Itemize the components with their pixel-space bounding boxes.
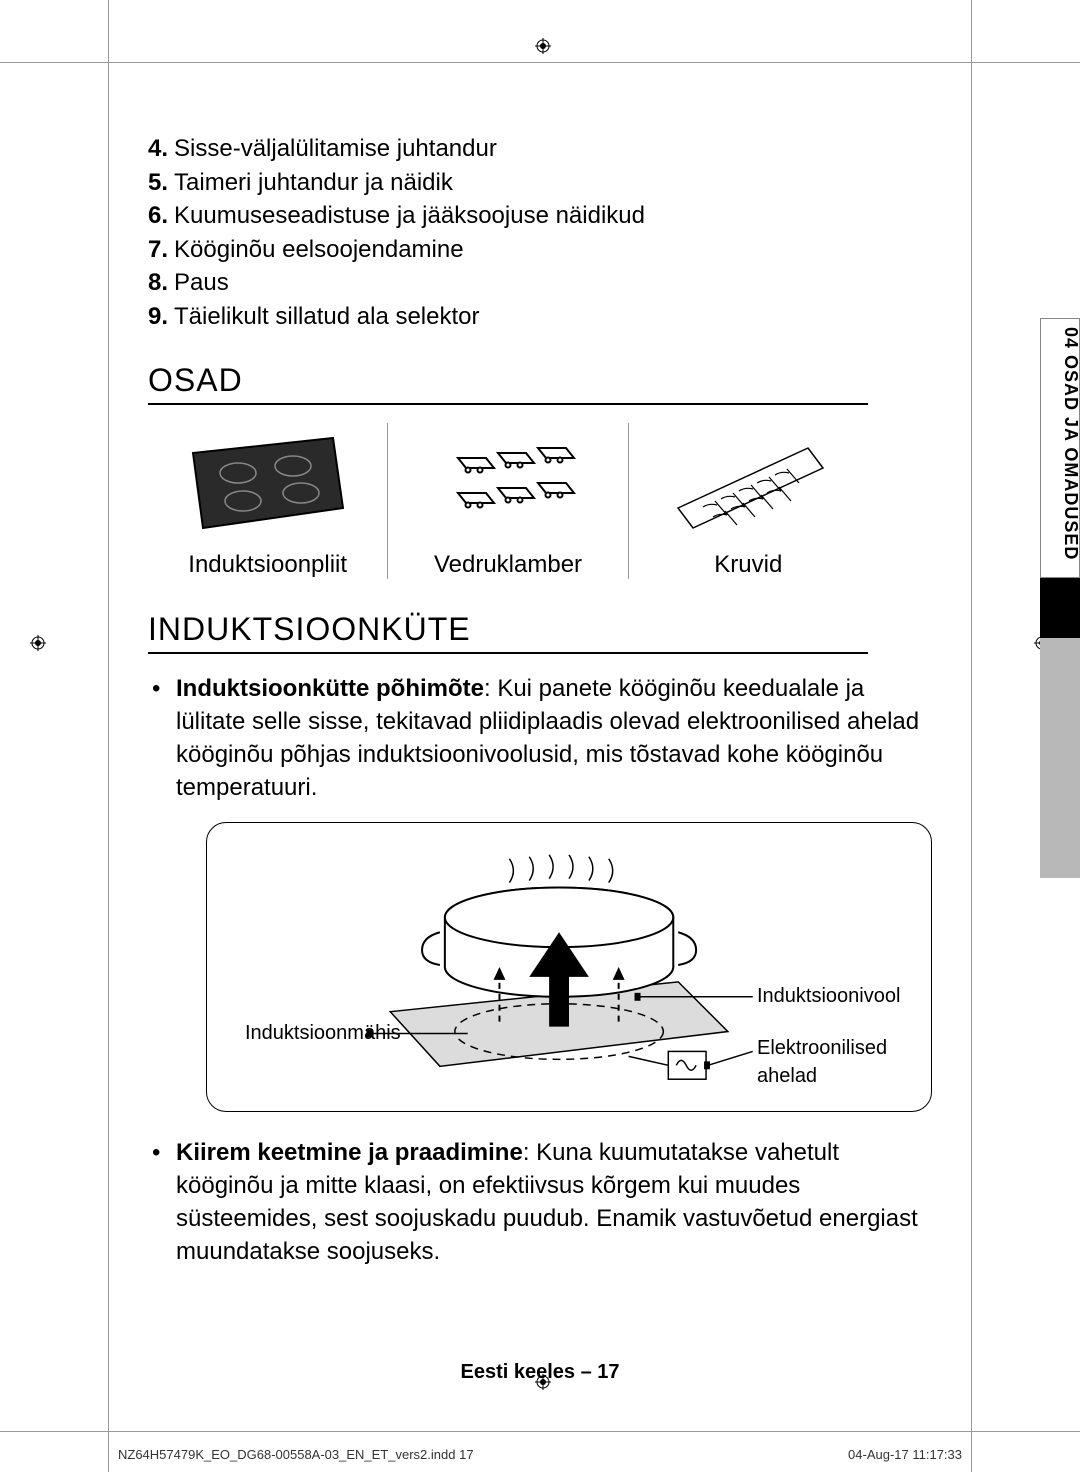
numbered-list: 4.Sisse-väljalülitamise juhtandur 5.Taim… bbox=[148, 132, 932, 334]
list-item: 9.Täielikult sillatud ala selektor bbox=[148, 300, 932, 334]
print-meta-file: NZ64H57479K_EO_DG68-00558A-03_EN_ET_vers… bbox=[118, 1447, 474, 1462]
bullet-list: Induktsioonkütte põhimõte: Kui panete kö… bbox=[148, 672, 932, 1269]
list-item: 6.Kuumuseseadistuse ja jääksoojuse näidi… bbox=[148, 199, 932, 233]
part-hob: Induktsioonpliit bbox=[148, 423, 387, 579]
page-content: 4.Sisse-väljalülitamise juhtandur 5.Taim… bbox=[108, 62, 972, 1432]
part-clamp: Vedruklamber bbox=[387, 423, 627, 579]
bullet-bold: Kiirem keetmine ja praadimine bbox=[176, 1139, 523, 1166]
list-text: Paus bbox=[174, 269, 229, 296]
part-label: Induktsioonpliit bbox=[156, 551, 379, 579]
parts-row: Induktsioonpliit Vedruklamber bbox=[148, 423, 868, 579]
list-text: Kööginõu eelsoojendamine bbox=[174, 236, 464, 263]
list-num: 5. bbox=[148, 169, 168, 196]
list-text: Täielikult sillatud ala selektor bbox=[174, 303, 479, 330]
list-num: 8. bbox=[148, 269, 168, 296]
bullet-bold: Induktsioonkütte põhimõte bbox=[176, 675, 484, 702]
list-item: 4.Sisse-väljalülitamise juhtandur bbox=[148, 132, 932, 166]
clamp-icon bbox=[396, 423, 619, 543]
part-screws: Kruvid bbox=[628, 423, 868, 579]
list-num: 4. bbox=[148, 135, 168, 162]
side-tab-bot bbox=[1040, 638, 1080, 878]
part-label: Kruvid bbox=[637, 551, 860, 579]
list-text: Taimeri juhtandur ja näidik bbox=[174, 169, 453, 196]
list-num: 7. bbox=[148, 236, 168, 263]
side-label: OSAD JA OMADUSED bbox=[1061, 349, 1080, 560]
side-tab: 04 OSAD JA OMADUSED bbox=[1040, 318, 1080, 878]
bullet-item: Induktsioonkütte põhimõte: Kui panete kö… bbox=[148, 672, 932, 1112]
list-num: 9. bbox=[148, 303, 168, 330]
registration-mark-top-icon bbox=[535, 38, 551, 54]
side-num: 04 bbox=[1061, 327, 1080, 349]
induction-diagram: Induktsioonmähis Induktsioonivool Elektr… bbox=[206, 822, 932, 1112]
side-tab-mid bbox=[1040, 578, 1080, 638]
side-tab-text: 04 OSAD JA OMADUSED bbox=[1041, 327, 1080, 560]
page-footer: Eesti keeles – 17 bbox=[108, 1361, 972, 1384]
list-item: 8.Paus bbox=[148, 266, 932, 300]
registration-mark-left-icon bbox=[30, 635, 46, 651]
section-induction-title: INDUKTSIOONKÜTE bbox=[148, 611, 868, 654]
list-num: 6. bbox=[148, 202, 168, 229]
list-text: Kuumuseseadistuse ja jääksoojuse näidiku… bbox=[174, 202, 645, 229]
hob-icon bbox=[156, 423, 379, 543]
diagram-label-coil: Induktsioonmähis bbox=[245, 1020, 401, 1048]
list-text: Sisse-väljalülitamise juhtandur bbox=[174, 135, 497, 162]
list-item: 7.Kööginõu eelsoojendamine bbox=[148, 233, 932, 267]
diagram-label-current: Induktsioonivool bbox=[757, 983, 900, 1011]
list-item: 5.Taimeri juhtandur ja näidik bbox=[148, 166, 932, 200]
section-osad-title: OSAD bbox=[148, 362, 868, 405]
part-label: Vedruklamber bbox=[396, 551, 619, 579]
side-tab-top: 04 OSAD JA OMADUSED bbox=[1040, 318, 1080, 578]
diagram-label-circuits: Elektroonilised ahelad bbox=[757, 1035, 907, 1090]
screws-icon bbox=[637, 423, 860, 543]
bullet-item: Kiirem keetmine ja praadimine: Kuna kuum… bbox=[148, 1136, 932, 1268]
print-meta-date: 04-Aug-17 11:17:33 bbox=[848, 1447, 962, 1462]
